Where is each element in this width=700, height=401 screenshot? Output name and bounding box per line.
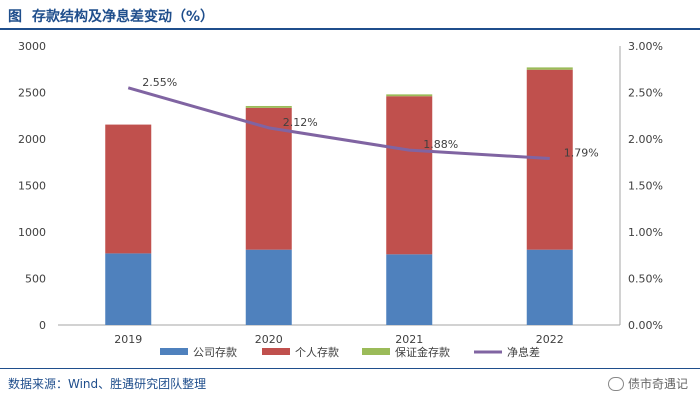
y-right-tick: 1.00%: [628, 226, 663, 239]
y-right-tick: 0.50%: [628, 273, 663, 286]
nim-line: [127, 86, 550, 161]
bar-personal-deposit: [105, 124, 152, 254]
x-tick-label: 2020: [255, 333, 283, 346]
legend-label: 公司存款: [193, 345, 237, 359]
bar-guarantee-deposit: [386, 94, 433, 97]
title-rule: [0, 28, 700, 30]
watermark: 债市奇遇记: [607, 373, 688, 395]
source-note: 数据来源：Wind、胜遇研究团队整理: [8, 377, 207, 391]
legend-label: 保证金存款: [395, 345, 450, 359]
bar-personal-deposit: [386, 96, 433, 255]
watermark-text: 债市奇遇记: [627, 377, 688, 391]
bar-guarantee-deposit: [526, 67, 573, 70]
bar-personal-deposit: [526, 69, 573, 250]
bar-guarantee-deposit: [245, 105, 292, 108]
x-tick-label: 2019: [114, 333, 142, 346]
bar-company-deposit: [386, 254, 433, 325]
chart-svg: 0 500 1000 1500 2000 2500 3000 0.00% 0.50% 1.00% 1…: [18, 40, 663, 359]
title-text: 存款结构及净息差变动（%）: [32, 9, 215, 25]
x-tick-label: 2021: [395, 333, 423, 346]
y-left-tick: 2500: [18, 87, 46, 100]
legend-swatch: [362, 348, 390, 355]
nim-data-label: 1.88%: [423, 138, 458, 151]
footer-rule: [0, 368, 700, 369]
y-right-tick: 1.50%: [628, 180, 663, 193]
y-right-tick: 0.00%: [628, 319, 663, 332]
y-left-tick: 500: [25, 273, 46, 286]
figure-label: 图: [8, 9, 22, 25]
y-left-tick: 2000: [18, 133, 46, 146]
wechat-icon: [607, 377, 624, 391]
legend-swatch: [262, 348, 290, 355]
nim-data-label: 2.55%: [142, 76, 177, 89]
y-left-tick: 0: [39, 319, 46, 332]
nim-data-label: 2.12%: [283, 116, 318, 129]
chart-title: 图存款结构及净息差变动（%）: [8, 6, 692, 28]
bar-company-deposit: [105, 253, 152, 325]
bar-company-deposit: [245, 249, 292, 325]
y-right-tick: 3.00%: [628, 40, 663, 53]
y-left-tick: 3000: [18, 40, 46, 53]
legend-label: 净息差: [507, 345, 540, 359]
legend-swatch: [160, 348, 188, 355]
y-right-tick: 2.00%: [628, 133, 663, 146]
y-left-tick: 1000: [18, 226, 46, 239]
x-tick-label: 2022: [536, 333, 564, 346]
bar-company-deposit: [526, 249, 573, 325]
nim-data-label: 1.79%: [564, 147, 599, 160]
y-right-tick: 2.50%: [628, 87, 663, 100]
y-left-tick: 1500: [18, 180, 46, 193]
legend-label: 个人存款: [295, 345, 339, 359]
